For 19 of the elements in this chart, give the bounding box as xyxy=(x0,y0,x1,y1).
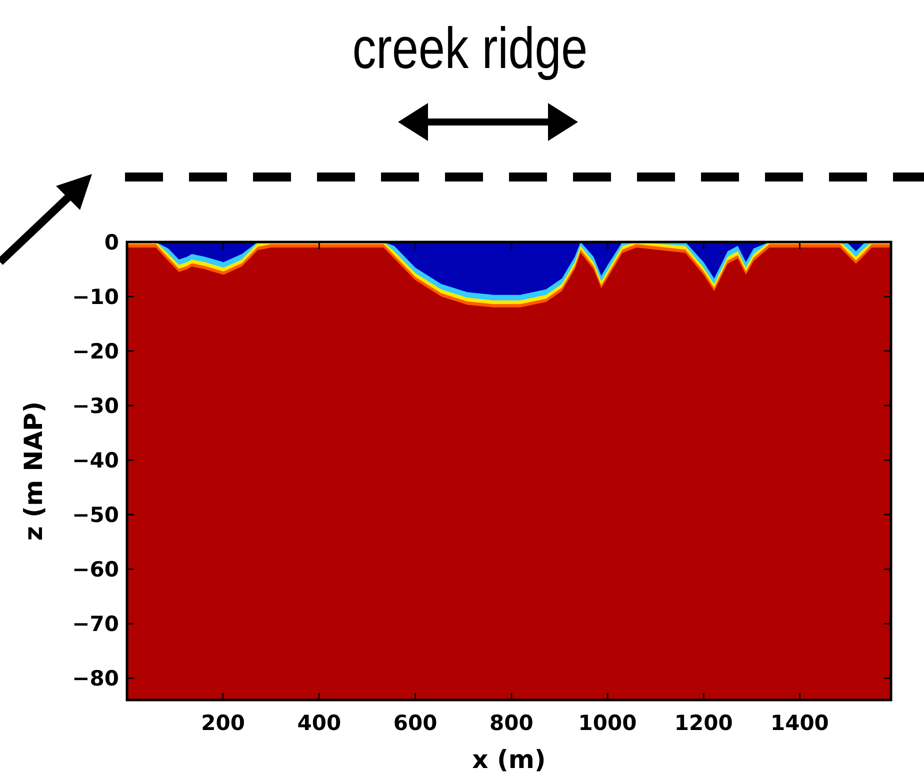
x-tick-label: 400 xyxy=(297,711,342,735)
y-tick-label: −80 xyxy=(72,666,119,691)
x-tick-label: 1200 xyxy=(674,711,733,735)
y-tick-label: −50 xyxy=(72,502,119,527)
x-tick-label: 200 xyxy=(201,711,246,735)
y-axis-title: z (m NAP) xyxy=(19,401,48,541)
y-tick-label: −10 xyxy=(72,284,119,309)
y-tick-label: 0 xyxy=(104,230,119,254)
x-tick-label: 1400 xyxy=(770,711,829,735)
y-tick-label: −40 xyxy=(72,448,119,472)
text: creek ridge xyxy=(352,16,588,82)
x-tick-label: 1000 xyxy=(578,711,637,735)
y-tick-label: −60 xyxy=(72,557,119,582)
y-tick-label: −30 xyxy=(72,394,119,418)
y-tick-label: −20 xyxy=(72,339,119,364)
x-tick-label: 600 xyxy=(393,711,438,735)
x-tick-label: 800 xyxy=(489,711,534,735)
y-tick-label: −70 xyxy=(72,612,119,636)
x-axis-title: x (m) xyxy=(472,745,546,774)
